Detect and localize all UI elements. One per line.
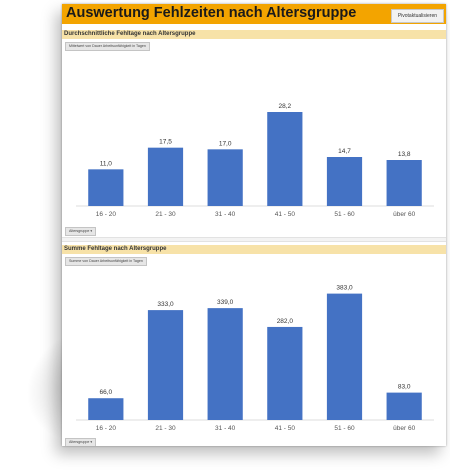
section-separator — [62, 237, 446, 242]
bar-1-5[interactable] — [326, 157, 363, 206]
bar-2-5[interactable] — [326, 293, 363, 420]
data-label-2-1: 66,0 — [100, 389, 113, 396]
chart-1-plot: 11,0 16 - 20 17,5 21 - 30 17,0 31 - 40 28,2 41 … — [76, 103, 434, 218]
category-tick-1-5: 51 - 60 — [334, 211, 355, 218]
chevron-down-icon: ▾ — [90, 440, 93, 444]
bar-2-4[interactable] — [267, 326, 303, 420]
data-label-1-3: 17,0 — [219, 140, 232, 147]
worksheet-page: Auswertung Fehlzeiten nach Altersgruppe … — [62, 4, 446, 446]
chart-2-filter-button[interactable]: Altersgruppe ▾ — [65, 438, 97, 446]
data-label-1-5: 14,7 — [338, 148, 351, 155]
bar-1-1[interactable] — [88, 169, 124, 206]
pivot-refresh-button[interactable]: Pivotaktualisieren — [390, 9, 444, 23]
data-label-2-5: 383,0 — [336, 285, 353, 292]
category-tick-1-1: 16 - 20 — [96, 211, 117, 218]
data-label-1-2: 17,5 — [159, 139, 172, 146]
chart-1-title: Durchschnittliche Fehltage nach Altersgr… — [62, 30, 446, 39]
data-label-1-6: 13,8 — [398, 151, 411, 158]
data-label-1-4: 28,2 — [279, 103, 292, 110]
data-label-2-6: 83,0 — [398, 384, 411, 391]
chart-1-filter-label: Altersgruppe — [69, 229, 90, 233]
chart-1-filter-button[interactable]: Altersgruppe ▾ — [65, 227, 97, 236]
chart-2-plot: 66,0 16 - 20 333,0 21 - 30 339,0 31 - 40 282,0… — [76, 285, 434, 432]
category-tick-1-3: 31 - 40 — [215, 211, 236, 218]
chart-2-title: Summe Fehltage nach Altersgruppe — [62, 245, 446, 254]
category-tick-2-4: 41 - 50 — [275, 425, 296, 432]
bar-1-2[interactable] — [147, 147, 184, 206]
category-tick-1-4: 41 - 50 — [275, 211, 296, 218]
page-title: Auswertung Fehlzeiten nach Altersgruppe — [66, 5, 357, 21]
bar-1-3[interactable] — [207, 149, 243, 206]
bar-2-2[interactable] — [147, 310, 184, 420]
category-tick-2-5: 51 - 60 — [334, 425, 355, 432]
data-label-2-4: 282,0 — [277, 318, 294, 325]
bar-1-4[interactable] — [267, 112, 303, 206]
data-label-2-2: 333,0 — [157, 301, 174, 308]
chevron-down-icon: ▾ — [90, 229, 93, 233]
bar-1-6[interactable] — [386, 160, 422, 206]
bar-2-1[interactable] — [88, 398, 124, 420]
category-tick-1-6: über 60 — [393, 211, 415, 218]
title-bar: Auswertung Fehlzeiten nach Altersgruppe … — [62, 4, 446, 24]
data-label-2-3: 339,0 — [217, 299, 234, 306]
category-tick-2-3: 31 - 40 — [215, 425, 236, 432]
data-label-1-1: 11,0 — [100, 160, 113, 167]
chart-1-value-field[interactable]: Mittelwert von Dauer Arbeitsunfähigkeit … — [65, 42, 150, 51]
bar-2-3[interactable] — [207, 308, 243, 420]
chart-2-filter-label: Altersgruppe — [69, 440, 90, 444]
bar-2-6[interactable] — [386, 392, 422, 420]
category-tick-2-2: 21 - 30 — [155, 425, 176, 432]
category-tick-2-6: über 60 — [393, 425, 415, 432]
category-tick-1-2: 21 - 30 — [155, 211, 176, 218]
chart-2-value-field[interactable]: Summe von Dauer Arbeitsunfähigkeit in Ta… — [65, 257, 147, 266]
category-tick-2-1: 16 - 20 — [96, 425, 117, 432]
